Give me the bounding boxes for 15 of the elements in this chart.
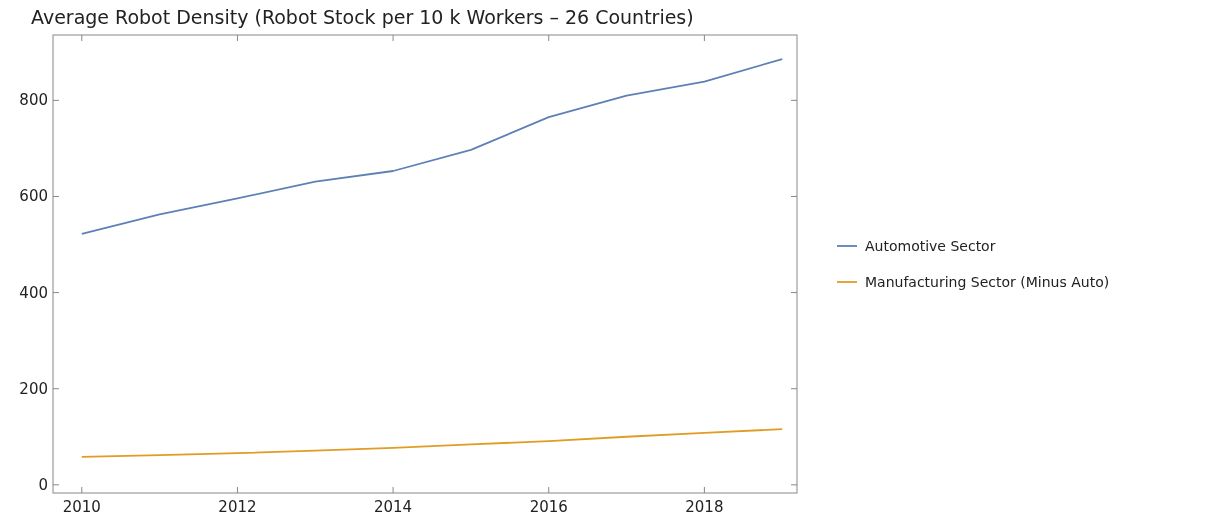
x-tick-label: 2016 [529,498,568,516]
y-tick-label: 600 [19,187,48,206]
y-tick-label: 400 [19,283,48,302]
x-tick-label: 2018 [685,498,724,516]
legend-label: Manufacturing Sector (Minus Auto) [865,274,1110,290]
x-tick-label: 2010 [62,498,101,516]
x-tick-label: 2012 [218,498,257,516]
legend-label: Automotive Sector [865,238,996,254]
y-tick-label: 800 [19,91,48,110]
line-series [80,428,784,458]
x-tick-label: 2014 [374,498,413,516]
line-series [80,58,784,235]
chart-title: Average Robot Density (Robot Stock per 10 k Workers – 26 Countries) [31,6,694,28]
y-tick-label: 0 [38,475,48,494]
y-tick-label: 200 [19,379,48,398]
